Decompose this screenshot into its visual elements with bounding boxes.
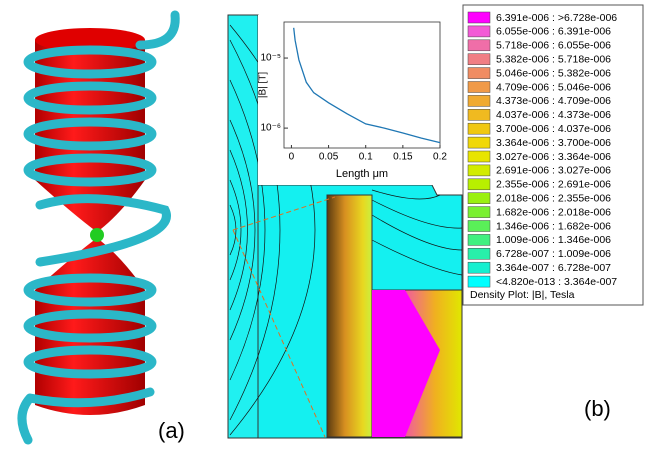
legend-swatch [467, 39, 491, 52]
legend-swatch [467, 206, 491, 218]
legend-swatch [467, 136, 491, 149]
field-map [227, 14, 463, 439]
legend-box [462, 4, 644, 306]
y-axis-label: |B| [T] [258, 72, 269, 99]
legend-label: 3.700e-006 : 4.037e-006 [496, 123, 611, 135]
legend-label: 6.055e-006 : 6.391e-006 [496, 26, 611, 38]
x-tick-label: 0.2 [433, 152, 447, 163]
legend-label: 1.682e-006 : 2.018e-006 [496, 206, 611, 218]
legend-swatch [467, 192, 491, 204]
legend-label: 5.046e-006 : 5.382e-006 [496, 67, 611, 79]
x-tick-label: 0.05 [319, 152, 339, 163]
legend-label: <4.820e-013 : 3.364e-007 [496, 276, 617, 288]
legend-label: 6.728e-007 : 1.009e-006 [496, 248, 611, 260]
legend-label: 3.364e-006 : 3.700e-006 [496, 137, 611, 149]
legend-swatch [467, 109, 491, 121]
legend-label: 4.709e-006 : 5.046e-006 [496, 81, 611, 93]
legend-label: 3.027e-006 : 3.364e-006 [496, 151, 611, 163]
legend-swatch [467, 275, 491, 288]
y-tick-label: 10⁻⁵ [260, 53, 281, 64]
legend-label: 1.009e-006 : 1.346e-006 [496, 234, 611, 246]
legend-swatch [467, 261, 491, 274]
legend-swatch [467, 248, 491, 260]
legend-label: 5.718e-006 : 6.055e-006 [496, 40, 611, 52]
legend-label: 6.391e-006 : >6.728e-006 [496, 12, 617, 24]
legend-swatch [467, 95, 491, 107]
legend-label: 4.037e-006 : 4.373e-006 [496, 109, 611, 121]
legend-label: 2.355e-006 : 2.691e-006 [496, 179, 611, 191]
legend-label: 1.346e-006 : 1.682e-006 [496, 220, 611, 232]
legend-swatch [467, 178, 491, 191]
legend-caption: Density Plot: |B|, Tesla [470, 289, 575, 301]
coil-illustration [17, 10, 180, 445]
legend-swatch [467, 53, 491, 65]
legend-label: 3.364e-007 : 6.728e-007 [496, 262, 611, 274]
legend-swatch [467, 81, 491, 93]
panel-label: (a) [158, 418, 185, 443]
legend-label: 5.382e-006 : 5.718e-006 [496, 53, 611, 65]
y-tick-label: 10⁻⁶ [260, 123, 281, 134]
legend-swatch [467, 122, 491, 135]
legend-swatch [467, 220, 491, 232]
inset-chart [258, 15, 441, 185]
legend-swatch [467, 11, 491, 24]
legend-swatch [467, 234, 491, 246]
legend-label: 2.691e-006 : 3.027e-006 [496, 165, 611, 177]
legend-label: 2.018e-006 : 2.355e-006 [496, 192, 611, 204]
x-tick-label: 0.1 [359, 152, 373, 163]
x-tick-label: 0.15 [393, 152, 413, 163]
x-tick-label: 0 [289, 152, 295, 163]
legend-swatch [467, 25, 491, 38]
legend-swatch [467, 164, 491, 177]
legend-swatch [467, 150, 491, 163]
data-line [293, 27, 441, 144]
legend-label: 4.373e-006 : 4.709e-006 [496, 95, 611, 107]
x-axis-label: Length μm [336, 168, 388, 180]
panel-label: (b) [584, 396, 611, 421]
legend-swatch [467, 67, 491, 79]
